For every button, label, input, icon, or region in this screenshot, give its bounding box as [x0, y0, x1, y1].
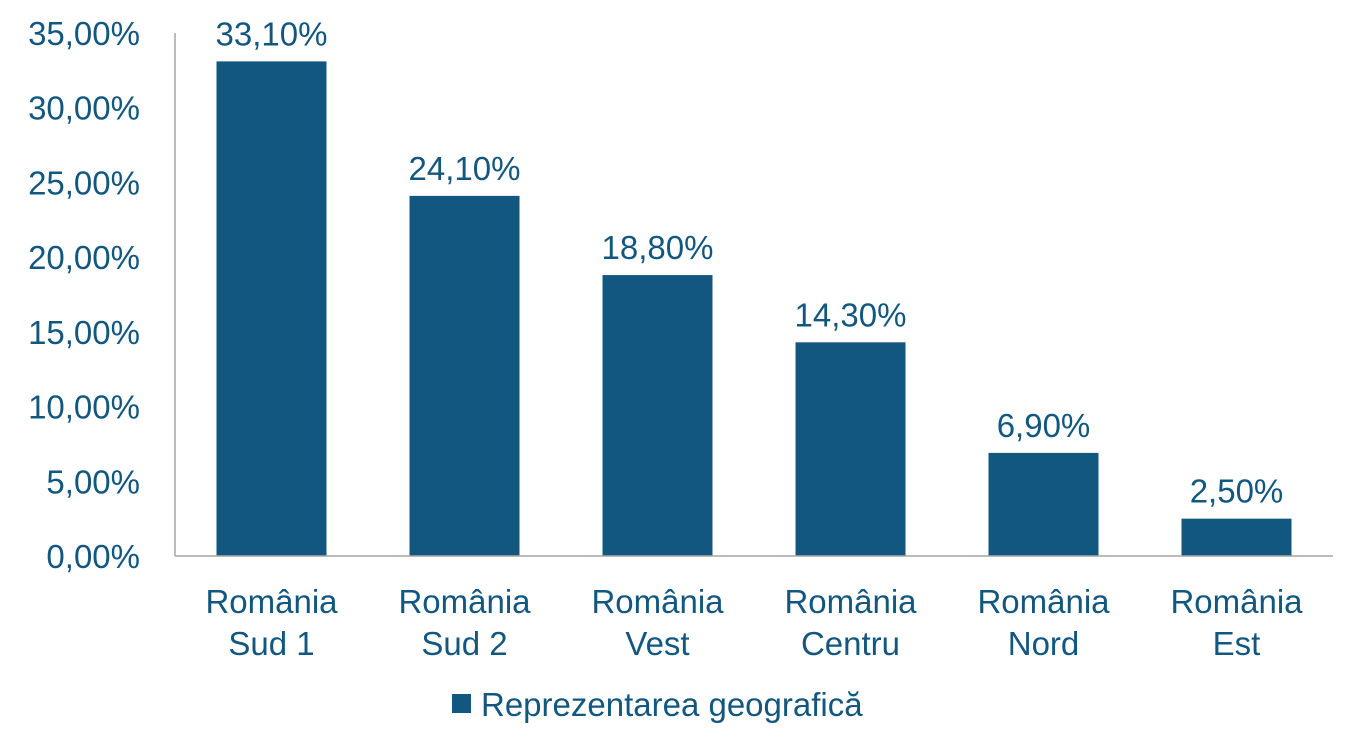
legend-label: Reprezentarea geografică [481, 686, 863, 723]
data-label: 33,10% [216, 15, 328, 52]
x-tick-label: Sud 2 [421, 625, 507, 662]
y-tick-label: 35,00% [28, 15, 140, 52]
y-tick-label: 20,00% [28, 239, 140, 276]
legend: Reprezentarea geografică [452, 686, 863, 723]
y-axis-ticks: 0,00% 5,00% 10,00% 15,00% 20,00% 25,00% 30,00%… [28, 15, 140, 575]
bar [216, 61, 327, 557]
bars-group [216, 61, 1292, 557]
y-tick-label: 5,00% [46, 463, 140, 500]
x-tick-label: România [784, 583, 917, 620]
x-tick-label: România [398, 583, 531, 620]
x-tick-label: România [977, 583, 1110, 620]
data-label: 14,30% [795, 296, 907, 333]
x-tick-label: Vest [625, 625, 689, 662]
y-tick-label: 30,00% [28, 90, 140, 127]
x-tick-label: România [591, 583, 724, 620]
x-tick-label: România [205, 583, 338, 620]
data-label: 2,50% [1190, 473, 1284, 510]
data-label: 18,80% [602, 229, 714, 266]
x-tick-label: Centru [801, 625, 900, 662]
bar [795, 342, 906, 556]
bar [602, 275, 713, 556]
y-tick-label: 25,00% [28, 164, 140, 201]
x-axis-ticks: România Sud 1 România Sud 2 România Vest Român… [205, 583, 1303, 662]
x-tick-label: România [1170, 583, 1303, 620]
x-tick-label: Sud 1 [228, 625, 314, 662]
y-tick-label: 0,00% [46, 538, 140, 575]
data-label: 24,10% [409, 150, 521, 187]
y-tick-label: 10,00% [28, 389, 140, 426]
x-tick-label: Nord [1008, 625, 1080, 662]
axes-group [174, 33, 1333, 557]
data-labels-group: 33,10% 24,10% 18,80% 14,30% 6,90% 2,50% [216, 15, 1284, 509]
bar [988, 452, 1099, 556]
x-tick-label: Est [1213, 625, 1261, 662]
bar [409, 195, 520, 556]
y-tick-label: 15,00% [28, 314, 140, 351]
bar [1181, 518, 1292, 556]
data-label: 6,90% [997, 407, 1091, 444]
legend-swatch [452, 694, 471, 713]
